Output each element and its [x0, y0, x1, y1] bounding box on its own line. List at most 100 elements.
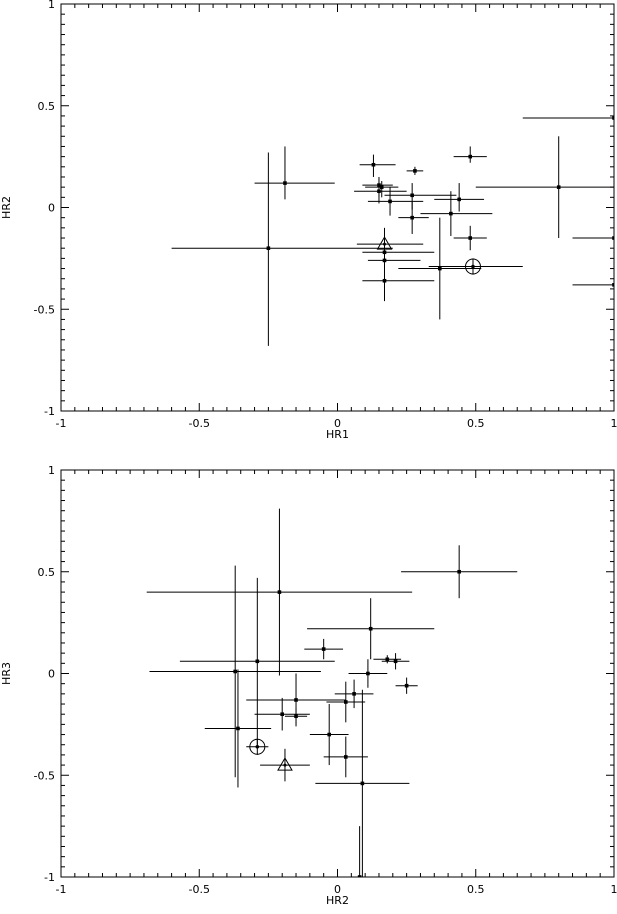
point-marker: [372, 163, 376, 167]
point-marker: [344, 755, 348, 759]
circle-marker-dot: [471, 265, 475, 269]
point-marker: [377, 189, 381, 193]
y-tick-label: -0.5: [34, 769, 55, 782]
data-point: [304, 639, 343, 659]
point-marker: [280, 712, 284, 716]
point-marker: [358, 875, 362, 879]
y-tick-label: -0.5: [34, 303, 55, 316]
data-point: [454, 146, 487, 162]
point-marker: [327, 733, 331, 737]
data-point: [360, 155, 396, 177]
point-marker: [438, 267, 442, 271]
plot-frame: [61, 470, 614, 877]
data-point: [362, 260, 434, 301]
data-point: [420, 191, 492, 236]
data-point: [407, 167, 424, 175]
point-marker: [457, 198, 461, 202]
y-tick-label: 0: [48, 668, 55, 681]
plot-frame: [61, 4, 614, 411]
point-marker: [283, 181, 287, 185]
data-point: [573, 283, 616, 287]
point-marker: [405, 684, 409, 688]
data-point: [324, 737, 368, 778]
data-point: [476, 136, 614, 238]
circle-source: [246, 739, 268, 755]
point-marker: [388, 200, 392, 204]
point-marker: [457, 570, 461, 574]
point-marker: [612, 283, 616, 287]
triangle-source: [357, 228, 423, 261]
y-tick-label: 0: [48, 202, 55, 215]
point-marker: [256, 659, 260, 663]
x-tick-label: -0.5: [189, 883, 210, 896]
data-point: [255, 146, 335, 199]
point-marker: [468, 236, 472, 240]
point-marker: [267, 246, 271, 250]
point-marker: [468, 155, 472, 159]
triangle-source: [260, 749, 310, 782]
y-axis-label: HR2: [0, 196, 13, 219]
triangle-marker-dot: [283, 764, 286, 767]
point-marker: [366, 672, 370, 676]
point-marker: [294, 714, 298, 718]
point-marker: [369, 627, 373, 631]
y-tick-label: -1: [44, 871, 55, 884]
circle-source: [429, 258, 523, 274]
x-tick-label: -1: [56, 417, 67, 430]
data-point: [573, 236, 616, 240]
data-point: [205, 669, 271, 787]
x-tick-label: 1: [611, 883, 617, 896]
data-point: [354, 179, 407, 203]
point-marker: [361, 782, 365, 786]
data-point: [255, 698, 310, 731]
circle-marker-dot: [256, 745, 260, 749]
data-point: [523, 116, 616, 120]
data-point: [285, 708, 307, 724]
data-point: [398, 201, 428, 234]
data-point: [310, 704, 349, 765]
y-axis-label: HR3: [0, 662, 13, 685]
point-marker: [385, 657, 389, 661]
point-marker: [233, 670, 237, 674]
point-marker: [449, 212, 453, 216]
data-point: [172, 153, 393, 346]
point-marker: [236, 727, 240, 731]
x-tick-label: -1: [56, 883, 67, 896]
data-layer: [147, 509, 518, 879]
data-point: [180, 578, 335, 745]
y-tick-label: -1: [44, 405, 55, 418]
x-tick-label: -0.5: [189, 417, 210, 430]
point-marker: [380, 185, 384, 189]
point-marker: [294, 698, 298, 702]
point-marker: [410, 216, 414, 220]
point-marker: [410, 193, 414, 197]
point-marker: [612, 116, 616, 120]
data-point: [398, 218, 481, 320]
point-marker: [557, 185, 561, 189]
data-point: [149, 566, 320, 778]
y-tick-label: 0.5: [38, 100, 56, 113]
x-axis-label: HR2: [326, 894, 349, 907]
point-marker: [413, 169, 417, 173]
axis-ticks: [61, 470, 614, 877]
data-point: [326, 682, 365, 723]
y-tick-label: 1: [48, 0, 55, 11]
point-marker: [383, 279, 387, 283]
x-tick-label: 1: [611, 417, 617, 430]
data-point: [454, 226, 487, 250]
data-point: [382, 653, 410, 669]
data-layer: [172, 116, 616, 346]
point-marker: [612, 236, 616, 240]
y-tick-label: 1: [48, 464, 55, 477]
y-tick-label: 0.5: [38, 566, 56, 579]
data-point: [396, 678, 418, 694]
data-point: [358, 826, 362, 879]
axis-ticks: [61, 4, 614, 411]
data-point: [401, 545, 517, 598]
x-tick-label: 0.5: [467, 417, 485, 430]
data-point: [307, 598, 434, 659]
